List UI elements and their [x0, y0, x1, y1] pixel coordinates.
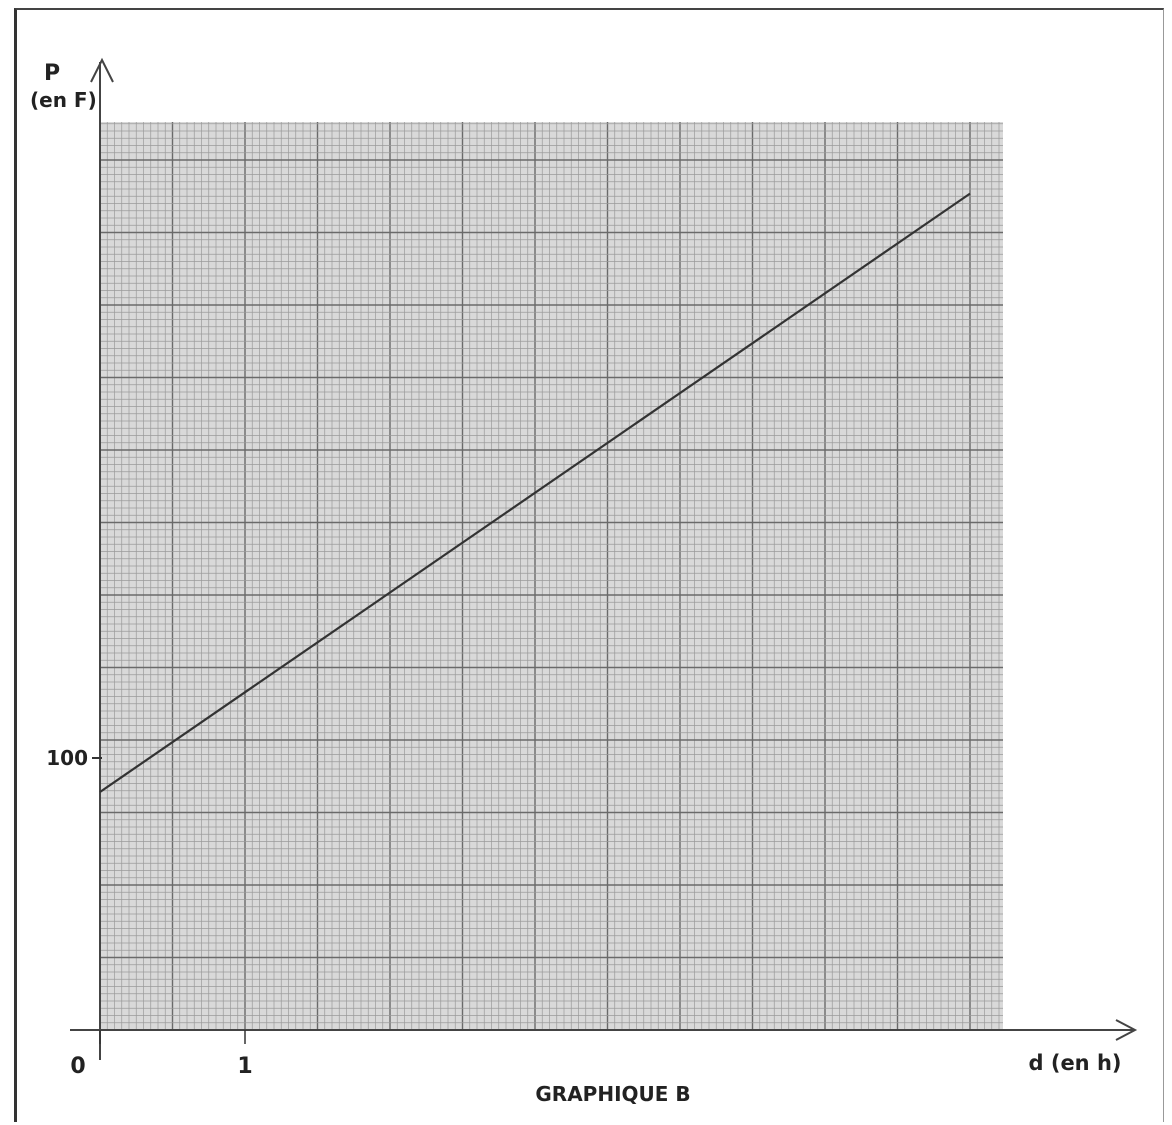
- x-axis-arrow-icon: [1115, 1019, 1138, 1041]
- chart-title: GRAPHIQUE B: [535, 1082, 690, 1106]
- x-tick-label: 1: [237, 1054, 252, 1079]
- figure-frame: [14, 8, 1164, 1122]
- grid: [99, 122, 1003, 1031]
- x-tick-label: 0: [70, 1054, 85, 1079]
- y-axis-label: P: [44, 61, 60, 86]
- x-axis-label: d (en h): [1029, 1051, 1122, 1075]
- y-axis-arrow-icon: [90, 57, 114, 83]
- series-group: [99, 192, 971, 793]
- y-tick-label: 100: [46, 746, 88, 770]
- labels: P(en F) 100 0 1 d (en h) GRAPHIQUE B: [30, 61, 1122, 1106]
- series-line-1: [99, 192, 971, 793]
- y-axis-unit-label: (en F): [30, 88, 97, 112]
- plot-area: [100, 122, 1003, 1030]
- axes: [70, 57, 1138, 1060]
